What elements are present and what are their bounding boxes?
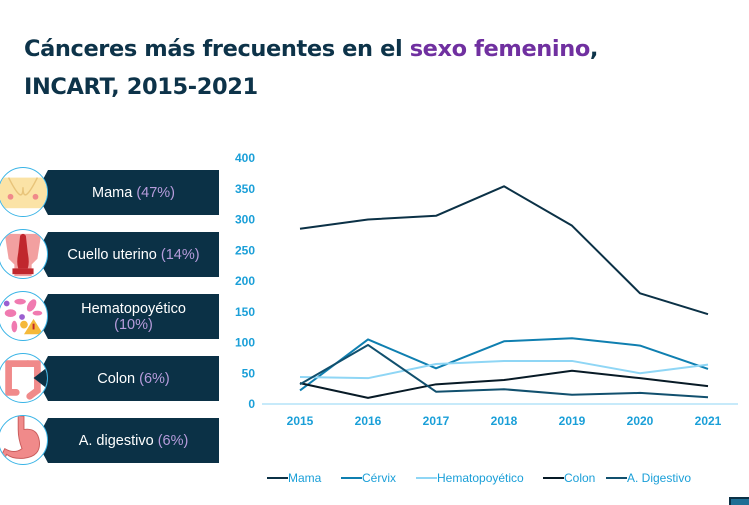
y-tick-label: 50: [242, 366, 256, 380]
stomach-icon: [0, 415, 48, 465]
category-mama: Mama (47%): [0, 167, 219, 217]
y-tick-label: 200: [235, 274, 255, 288]
category-percent: (47%): [136, 184, 175, 201]
category-label: Cuello uterino (14%): [48, 232, 219, 277]
series-line-hematopoy-tico: [299, 359, 709, 380]
series-line-mama: [299, 185, 709, 316]
title-text: Cánceres más frecuentes en el: [24, 36, 410, 62]
category-colon: Colon (6%): [0, 353, 219, 403]
category-label: A. digestivo (6%): [48, 418, 219, 463]
category-name: A. digestivo: [78, 432, 154, 449]
y-tick-label: 300: [235, 213, 255, 227]
legend-label: Mama: [288, 471, 322, 485]
title-highlight: sexo femenino: [409, 36, 591, 62]
colon-icon: [0, 353, 48, 403]
y-tick-label: 100: [235, 336, 255, 350]
series-line-colon: [299, 369, 709, 399]
category-cuello-uterino: Cuello uterino (14%): [0, 229, 219, 279]
y-tick-label: 350: [235, 182, 255, 196]
legend-item: Mama: [267, 471, 322, 485]
y-tick-label: 150: [235, 305, 255, 319]
legend-label: Hematopoyético: [437, 471, 524, 485]
category-hematopoyetico: Hematopoyético (10%): [0, 291, 219, 341]
x-tick-label: 2020: [627, 414, 654, 428]
y-tick-label: 400: [235, 151, 255, 165]
series-lines: [299, 185, 709, 399]
category-a-digestivo: A. digestivo (6%): [0, 415, 219, 465]
category-name: Hematopoyético: [81, 300, 186, 317]
title-comma: ,: [589, 36, 599, 62]
x-tick-label: 2021: [695, 414, 722, 428]
legend: Mama Cérvix Hematopoyético Colon A. Digestiv…: [267, 471, 691, 485]
y-tick-label: 0: [248, 397, 255, 411]
category-percent: (14%): [160, 246, 200, 263]
page-title: Cánceres más frecuentes en el sexo femen…: [24, 30, 598, 106]
category-label: Hematopoyético (10%): [48, 294, 219, 339]
title-subtitle: INCART, 2015-2021: [24, 74, 258, 100]
category-label: Colon (6%): [48, 356, 219, 401]
breast-icon: [0, 167, 48, 217]
x-tick-label: 2018: [491, 414, 518, 428]
legend-label: Cérvix: [362, 471, 396, 485]
x-tick-label: 2016: [355, 414, 382, 428]
x-tick-label: 2017: [423, 414, 450, 428]
category-percent: (10%): [114, 316, 153, 333]
category-banner: [36, 170, 219, 215]
category-banner: [36, 356, 219, 401]
category-name: Colon: [97, 370, 136, 387]
category-banner: [36, 418, 219, 463]
category-name: Mama: [91, 184, 133, 201]
legend-item: Cérvix: [341, 471, 396, 485]
category-label: Mama (47%): [48, 170, 219, 215]
y-tick-label: 250: [235, 243, 255, 257]
category-banner: [36, 294, 219, 339]
blood-cells-icon: [0, 291, 48, 341]
category-percent: (6%): [139, 370, 170, 387]
corner-decoration: [729, 497, 749, 505]
category-banner: [36, 232, 219, 277]
x-tick-label: 2019: [559, 414, 586, 428]
series-line-c-rvix: [299, 337, 709, 392]
legend-item: A. Digestivo: [606, 471, 691, 485]
legend-label: A. Digestivo: [627, 471, 691, 485]
x-axis: 2015 2016 2017 2018 2019 2020 2021: [287, 414, 722, 428]
series-line-a-digestivo: [299, 343, 709, 399]
category-percent: (6%): [157, 432, 189, 449]
legend-label: Colon: [564, 471, 595, 485]
uterus-icon: [0, 229, 48, 279]
x-tick-label: 2015: [287, 414, 314, 428]
category-name: Cuello uterino: [67, 246, 157, 263]
y-axis: 0 50 100 150 200 250 300 350 400: [235, 151, 255, 411]
legend-item: Colon: [543, 471, 595, 485]
legend-item: Hematopoyético: [416, 471, 524, 485]
